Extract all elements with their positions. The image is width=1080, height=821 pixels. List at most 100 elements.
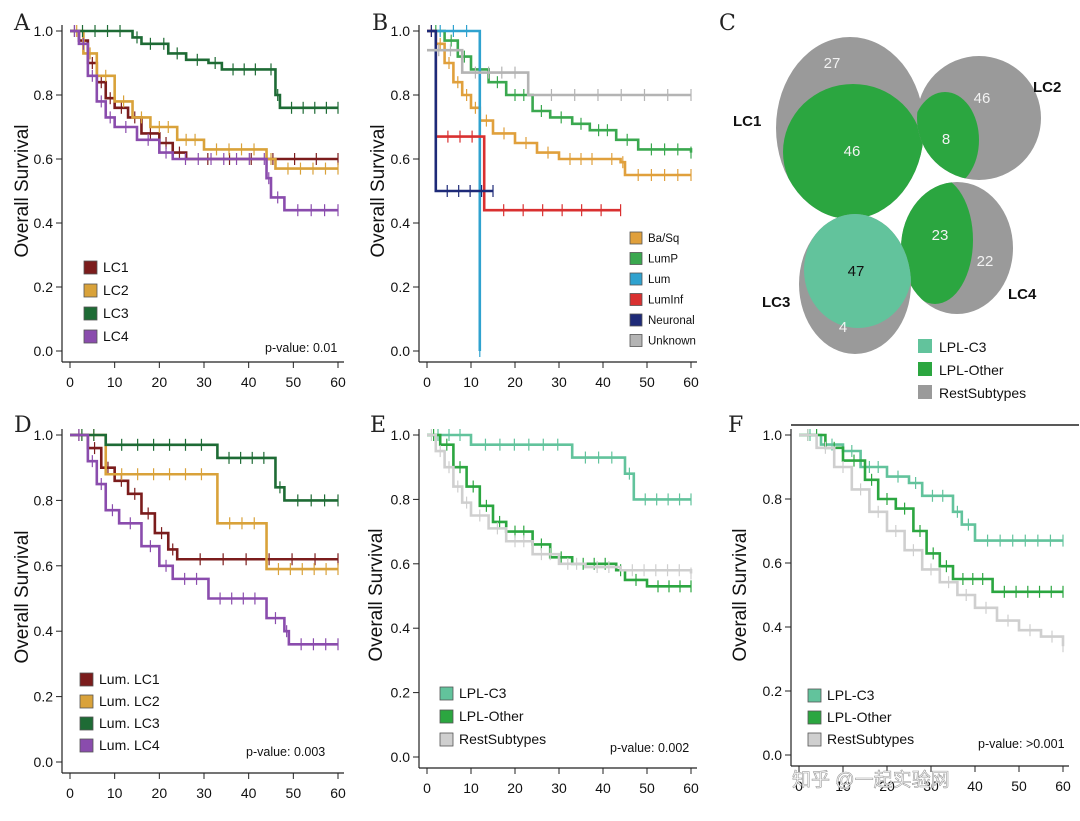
series-luminf	[427, 25, 622, 217]
x-tick-label: 30	[551, 374, 567, 390]
y-tick-label: 1.0	[763, 427, 783, 443]
panel-letter: B	[372, 11, 388, 36]
legend-label: Lum. LC1	[99, 671, 160, 687]
legend-label: LumP	[648, 254, 678, 266]
legend-swatch	[918, 385, 932, 399]
x-tick-label: 50	[639, 374, 655, 390]
y-tick-label: 0.8	[391, 87, 411, 103]
survival-curve	[70, 29, 338, 170]
x-tick-label: 20	[507, 780, 523, 796]
x-tick-label: 0	[795, 778, 803, 794]
y-tick-label: 0.6	[391, 556, 411, 572]
x-tick-label: 60	[330, 785, 346, 801]
legend-label: LPL-C3	[827, 687, 875, 703]
y-tick-label: 0.6	[34, 151, 54, 167]
y-tick-label: 0.2	[763, 683, 783, 699]
series-lpl-other	[799, 429, 1064, 598]
legend-swatch	[83, 283, 98, 298]
x-tick-label: 0	[66, 785, 74, 801]
y-tick-label: 0.2	[391, 279, 411, 295]
axes: 0 10 20 30 40 50 60 0.0 0.2 0.4 0.6 0.8 1.0	[34, 23, 346, 390]
x-tick-label: 60	[330, 374, 346, 390]
legend: LPL-C3 LPL-Other RestSubtypes	[807, 687, 914, 747]
x-tick-label: 10	[835, 778, 851, 794]
legend-swatch	[807, 688, 822, 703]
x-tick-label: 20	[152, 785, 168, 801]
x-tick-label: 0	[66, 374, 74, 390]
x-tick-label: 20	[152, 374, 168, 390]
series-lump	[427, 25, 693, 159]
panel-letter: E	[370, 413, 386, 438]
legend-swatch	[439, 709, 454, 724]
series-lpl-other	[427, 429, 692, 593]
y-tick-label: 0.0	[34, 343, 54, 359]
x-tick-label: 40	[595, 780, 611, 796]
x-tick-label: 40	[595, 374, 611, 390]
lc4-lpl-other-region	[901, 182, 973, 304]
y-tick-label: 0.6	[763, 555, 783, 571]
x-tick-label: 10	[463, 780, 479, 796]
legend: LC1 LC2 LC3 LC4	[83, 259, 129, 344]
venn-label-lc3: LC3	[762, 294, 790, 311]
legend-label: LPL-Other	[939, 362, 1004, 378]
legend-label: LC3	[103, 305, 129, 321]
legend: Lum. LC1 Lum. LC2 Lum. LC3 Lum. LC4	[79, 671, 160, 753]
legend-label: RestSubtypes	[939, 385, 1026, 401]
legend-label: RestSubtypes	[459, 731, 546, 747]
x-tick-label: 30	[923, 778, 939, 794]
x-tick-label: 50	[639, 780, 655, 796]
panel-letter: A	[13, 11, 31, 36]
panel-B: B 0 10 20 30 40 50 60 0.0 0.2 0.4 0.6 0.8 1.0 Overall …	[368, 11, 699, 390]
legend-swatch	[629, 231, 643, 245]
y-tick-label: 0.2	[391, 685, 411, 701]
series-lpl-c3	[427, 429, 692, 506]
x-tick-label: 60	[683, 780, 699, 796]
x-tick-label: 60	[1055, 778, 1071, 794]
legend-swatch	[629, 293, 643, 306]
survival-curve	[799, 433, 1065, 647]
y-tick-label: 1.0	[391, 427, 411, 443]
legend-label: LPL-C3	[939, 339, 987, 355]
y-tick-label: 0.4	[391, 620, 411, 636]
survival-curve	[427, 29, 621, 212]
y-tick-label: 0.4	[34, 623, 54, 639]
venn-count-lc4-lpl-other: 23	[932, 227, 949, 244]
legend-label: RestSubtypes	[827, 731, 914, 747]
legend-swatch	[439, 732, 454, 747]
x-tick-label: 50	[286, 374, 302, 390]
x-tick-label: 50	[286, 785, 302, 801]
x-tick-label: 50	[1011, 778, 1027, 794]
legend-label: Neuronal	[648, 315, 695, 327]
venn-count-lc4-rest: 22	[977, 253, 994, 270]
legend-swatch	[83, 260, 98, 275]
legend-label: LPL-Other	[459, 708, 524, 724]
venn-count-lc1-lpl-other: 46	[844, 143, 861, 160]
panel-C: C LC1 LC2 LC3 LC4 27 46 46 8 23 22 47 4 LPL-C3 LPL-Oth…	[719, 11, 1061, 401]
venn-label-lc2: LC2	[1033, 79, 1061, 96]
series-neuronal	[427, 25, 494, 197]
panel-letter: D	[14, 413, 32, 438]
legend: LPL-C3 LPL-Other RestSubtypes	[918, 339, 1026, 401]
series-lum	[427, 25, 482, 357]
legend-swatch	[807, 732, 822, 747]
panel-letter: F	[728, 413, 743, 438]
legend-label: LPL-C3	[459, 685, 507, 701]
legend-label: Lum. LC4	[99, 737, 160, 753]
y-tick-label: 0.2	[34, 279, 54, 295]
series-restsubtypes	[799, 429, 1065, 653]
survival-curve	[427, 29, 482, 351]
panel-F: F 0 10 20 30 40 50 60 0.0 0.2 0.4 0.6 0.8 1.0 Overall …	[728, 413, 1079, 794]
legend-label: LC2	[103, 282, 129, 298]
y-tick-label: 1.0	[34, 23, 54, 39]
axes: 0 10 20 30 40 50 60 0.0 0.2 0.4 0.6 0.8 1.0	[391, 427, 699, 796]
series-lpl-c3	[799, 429, 1064, 547]
y-tick-label: 0.4	[391, 215, 411, 231]
y-tick-label: 1.0	[391, 23, 411, 39]
legend-label: LumInf	[648, 295, 684, 307]
venn-count-lc3-lpl-c3: 47	[848, 263, 865, 280]
legend-swatch	[83, 306, 98, 321]
p-value-label: p-value: >0.001	[978, 737, 1065, 751]
y-axis-label: Overall Survival	[366, 528, 387, 661]
legend-swatch	[629, 334, 643, 347]
